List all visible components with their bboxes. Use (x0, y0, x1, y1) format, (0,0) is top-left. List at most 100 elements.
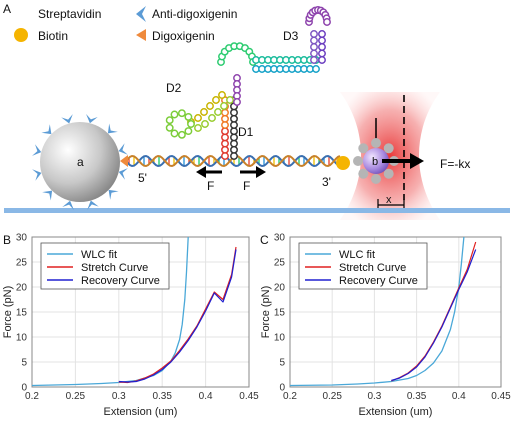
y-tick-label: 30 (274, 233, 286, 244)
trap-force-arrow (382, 153, 424, 169)
nucleotide (194, 124, 202, 132)
streptavidin-icon (353, 156, 363, 166)
nucleotide (177, 109, 186, 118)
five-prime-label: 5' (138, 171, 147, 185)
nucleotide (170, 129, 179, 138)
chart-b: 0.2 0.25 0.3 0.35 0.4 0.45 0 5 10 15 20 25 30 Extensi… (2, 233, 259, 419)
legend-streptavidin-label: Streptavidin (38, 7, 101, 21)
x-tick-label: 0.35 (152, 391, 172, 402)
x-tick-label: 0.2 (283, 391, 297, 402)
x-tick-label: 0.4 (199, 391, 213, 402)
panel-label-b: B (3, 233, 11, 247)
legend-anti-digoxigenin-label: Anti-digoxigenin (152, 7, 237, 21)
axes-box (289, 236, 502, 388)
y-tick-label: 10 (274, 333, 286, 344)
nucleotide (221, 133, 229, 142)
nucleotide (221, 108, 229, 117)
d3-label: D3 (283, 29, 299, 43)
x-tick-label: 0.45 (491, 391, 511, 402)
x-tick-label: 0.3 (112, 391, 126, 402)
nucleotide (194, 114, 202, 122)
anti-digoxigenin-icon (42, 190, 53, 201)
nucleotide (177, 130, 186, 139)
anti-digoxigenin-icon (32, 144, 42, 156)
y-tick-label: 5 (21, 358, 27, 369)
anti-digoxigenin-coating (32, 114, 128, 210)
nucleotide (226, 96, 234, 104)
trap-force-label: F=-kx (440, 157, 470, 171)
y-tick-label: 20 (274, 283, 286, 294)
y-axis-label: Force (pN) (260, 286, 272, 339)
nucleotide (212, 96, 220, 104)
nucleotide (187, 120, 195, 128)
nucleotide (318, 43, 326, 51)
legend-streptavidin: Streptavidin (16, 6, 101, 22)
bead-a-label: a (77, 155, 84, 169)
x-tick-label: 0.2 (25, 391, 39, 402)
legend-entry-label: WLC fit (81, 249, 117, 261)
nucleotide (230, 152, 238, 160)
anti-digoxigenin-icon (86, 114, 98, 124)
nucleotide (200, 108, 208, 116)
nucleotide (206, 102, 214, 110)
nucleotide (221, 121, 229, 129)
optical-trap (340, 92, 440, 220)
x-tick-label: 0.3 (367, 391, 381, 402)
nucleotide (221, 139, 229, 148)
bead-a (40, 122, 120, 202)
anti-digoxigenin-icon (118, 143, 128, 155)
streptavidin-icon (371, 138, 381, 148)
streptavidin-icon (16, 6, 24, 22)
nucleotide (214, 108, 222, 116)
force-right-label: F (243, 179, 250, 193)
dna-strand-1 (125, 154, 341, 168)
y-tick-label: 15 (16, 308, 28, 319)
nucleotide (312, 65, 320, 73)
legend-digoxigenin-label: Digoxigenin (152, 29, 215, 43)
anti-digoxigenin-icon (108, 189, 119, 200)
nucleotide (233, 98, 241, 106)
nucleotide (221, 127, 229, 136)
force-arrow-right (240, 166, 266, 178)
nucleotide (165, 116, 174, 125)
digoxigenin-tag (120, 155, 128, 167)
chart-c: 0.2 0.25 0.3 0.35 0.4 0.45 0 5 10 15 20 25 30 Extensi… (260, 233, 511, 419)
streptavidin-icon (358, 168, 369, 179)
legend-anti-digoxigenin: Anti-digoxigenin (136, 6, 237, 22)
panel-label-c: C (260, 233, 269, 247)
nucleotide (218, 91, 226, 99)
biotin-icon (14, 28, 28, 42)
legend-entry-label: Recovery Curve (81, 275, 160, 287)
surface (4, 208, 510, 213)
legend-biotin-label: Biotin (38, 29, 68, 43)
nucleotide (170, 110, 179, 119)
nucleotide (184, 127, 193, 136)
hairpin-structure (165, 6, 331, 160)
force-left-label: F (207, 179, 214, 193)
nucleotide (220, 102, 228, 110)
nucleotide (230, 139, 238, 148)
biotin-tag (336, 156, 350, 170)
nucleotide (230, 145, 238, 154)
legend-entry-label: WLC fit (339, 249, 375, 261)
nucleotide (318, 56, 326, 64)
nucleotide (310, 56, 318, 64)
nucleotide (230, 121, 238, 129)
y-tick-label: 20 (16, 283, 28, 294)
legend-box (40, 242, 170, 290)
digoxigenin-icon (136, 29, 146, 41)
y-tick-label: 25 (274, 258, 286, 269)
force-arrow-left (196, 166, 222, 178)
nucleotide (310, 30, 318, 38)
axes-box (31, 236, 250, 388)
streptavidin-icon (383, 143, 394, 154)
legend-biotin: Biotin (14, 28, 68, 43)
d2-label: D2 (166, 81, 182, 95)
series-line-recovery-curve (391, 249, 477, 382)
y-tick-label: 0 (21, 383, 27, 394)
bead-b (363, 148, 389, 174)
series-line-stretch-curve (118, 246, 237, 384)
x-tick-label: 0.35 (407, 391, 427, 402)
nucleotide (310, 36, 318, 45)
